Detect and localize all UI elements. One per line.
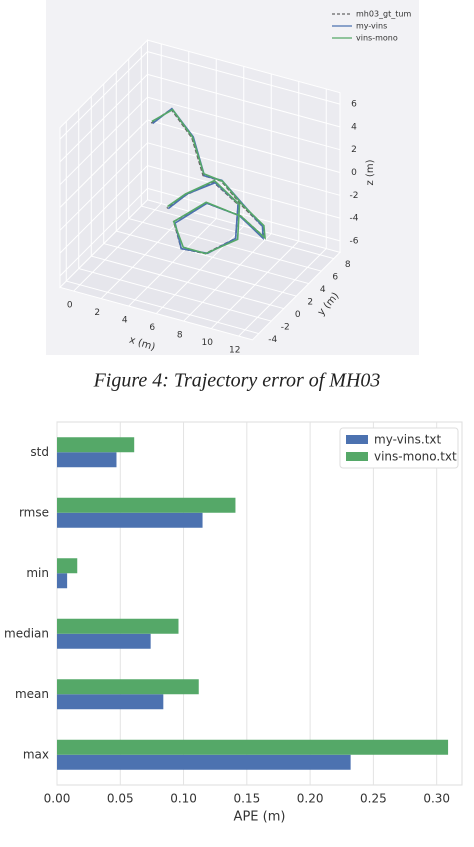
- bar: [57, 739, 449, 755]
- z-grid-line: [59, 142, 148, 231]
- legend-label: my-vins.txt: [374, 433, 442, 447]
- x-tick-label: 10: [202, 338, 214, 348]
- y-tick-label: -2: [281, 323, 290, 333]
- bar-plot-area: [56, 421, 463, 786]
- x-tick-label: 4: [122, 316, 128, 326]
- caption: Figure 4: Trajectory error of MH03: [93, 370, 381, 392]
- y-grid-line: [66, 280, 259, 335]
- z-tick-label: -6: [350, 236, 359, 246]
- z-tick-label: -2: [350, 191, 359, 201]
- y-tick-label: min: [26, 566, 49, 580]
- bar: [57, 497, 236, 513]
- z-grid-line: [147, 165, 341, 219]
- z-tick-label: 2: [351, 145, 357, 155]
- legend-label: mh03_gt_tum: [356, 10, 411, 19]
- bar: [57, 437, 135, 453]
- legend-label: vins-mono: [356, 34, 398, 43]
- z-grid-line: [59, 119, 148, 208]
- legend-swatch: [346, 435, 368, 444]
- z-grid-line: [59, 51, 148, 140]
- bar: [57, 618, 179, 634]
- legend-label: my-vins: [356, 22, 387, 31]
- z-axis-label: z (m): [365, 159, 376, 185]
- x-axis-label: APE (m): [234, 810, 286, 825]
- z-tick-label: 0: [351, 168, 357, 178]
- legend-label: vins-mono.txt: [374, 450, 457, 464]
- x-tick-label: 0.15: [233, 792, 260, 806]
- y-tick-label: rmse: [19, 505, 49, 519]
- legend-box: [339, 427, 459, 469]
- y-tick-label: max: [23, 747, 49, 761]
- y-tick-label: 6: [332, 273, 338, 283]
- x-tick-label: 0.25: [360, 792, 387, 806]
- z-grid-line: [59, 74, 148, 163]
- z-grid-line: [147, 96, 341, 151]
- bar: [57, 633, 151, 649]
- x-tick-label: 0.30: [423, 792, 450, 806]
- x-tick-label: 0.10: [170, 792, 197, 806]
- y-tick-label: 8: [345, 260, 351, 270]
- x-tick-label: 0.00: [44, 792, 71, 806]
- bar: [57, 512, 203, 528]
- y-grid-line: [116, 230, 309, 285]
- bar: [57, 694, 164, 710]
- x-tick-label: 0: [67, 301, 73, 311]
- z-grid-line: [147, 142, 341, 196]
- y-grid-line: [103, 243, 297, 297]
- y-tick-label: std: [30, 445, 49, 459]
- bar: [57, 452, 117, 468]
- y-grid-line: [91, 255, 284, 310]
- x-tick-label: 2: [94, 308, 100, 318]
- z-grid-line: [147, 73, 341, 128]
- trajectory: [151, 108, 266, 255]
- y-tick-label: mean: [15, 687, 49, 701]
- z-grid-line: [59, 165, 148, 254]
- y-tick-label: 0: [295, 310, 301, 320]
- y-tick-label: 4: [320, 285, 326, 295]
- bar: [57, 679, 199, 695]
- bar: [57, 573, 68, 589]
- x-tick-label: 12: [229, 346, 240, 356]
- y-grid-line: [78, 268, 272, 322]
- z-grid-line: [59, 188, 148, 277]
- x-tick-label: 6: [149, 323, 155, 333]
- bar: [57, 558, 78, 574]
- legend-swatch: [346, 452, 368, 461]
- y-tick-label: 2: [307, 298, 313, 308]
- y-tick-label: median: [4, 626, 49, 640]
- x-tick-label: 0.20: [297, 792, 324, 806]
- z-grid-line: [59, 96, 148, 186]
- x-tick-label: 0.05: [107, 792, 134, 806]
- z-tick-label: 4: [351, 122, 357, 132]
- z-grid-line: [147, 51, 341, 105]
- z-tick-label: -4: [350, 214, 359, 224]
- z-grid-line: [147, 119, 341, 173]
- x-tick-label: 8: [177, 331, 183, 341]
- bar: [57, 754, 351, 770]
- z-tick-label: 6: [351, 100, 357, 110]
- y-tick-label: -4: [268, 335, 277, 345]
